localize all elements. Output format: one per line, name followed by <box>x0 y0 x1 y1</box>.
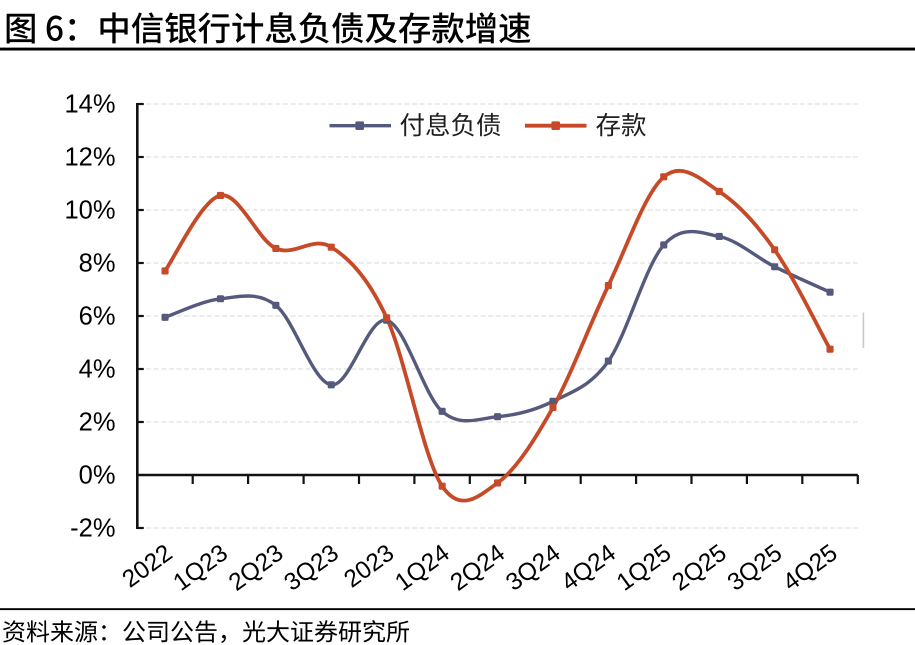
svg-text:14%: 14% <box>64 91 115 119</box>
svg-text:4%: 4% <box>79 356 116 384</box>
svg-text:0%: 0% <box>79 462 116 490</box>
svg-text:8%: 8% <box>79 250 116 278</box>
svg-text:-2%: -2% <box>70 515 115 543</box>
svg-text:10%: 10% <box>64 197 115 225</box>
svg-text:12%: 12% <box>64 144 115 172</box>
svg-text:6%: 6% <box>79 303 116 331</box>
svg-text:2%: 2% <box>79 409 116 437</box>
